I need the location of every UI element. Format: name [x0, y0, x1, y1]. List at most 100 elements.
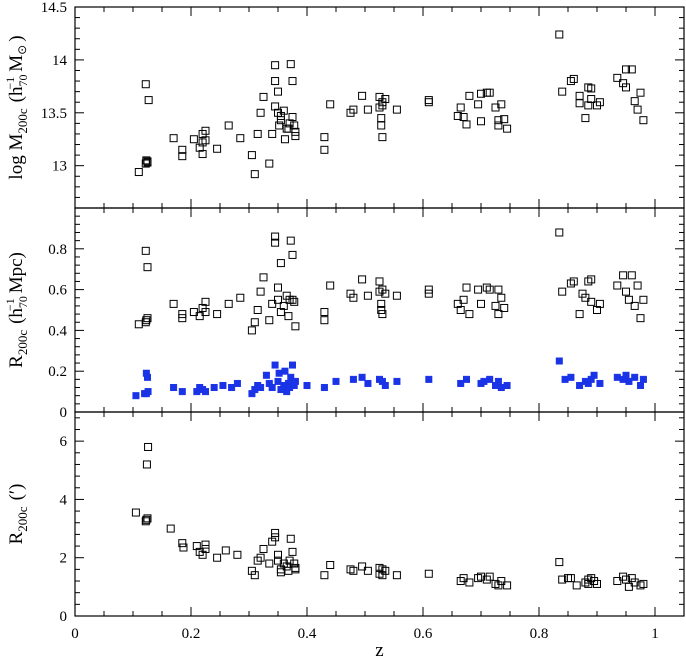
panel-mass: 13 13.5 14 14.5 log M200c (h70−1 M⊙)	[3, 0, 685, 209]
data-point	[213, 310, 222, 319]
data-point-filled	[281, 367, 289, 375]
data-point	[453, 299, 462, 308]
y-tick-label: 0.2	[48, 364, 67, 380]
data-point	[381, 95, 390, 104]
data-point	[271, 533, 280, 542]
data-point	[375, 569, 384, 578]
y-axis-label-part: (h	[6, 308, 27, 324]
data-point-filled	[210, 384, 218, 392]
data-point	[349, 566, 358, 575]
data-point	[290, 121, 299, 130]
data-point	[201, 308, 210, 317]
data-point	[178, 310, 187, 319]
data-point-filled	[637, 381, 644, 389]
data-point	[485, 88, 494, 97]
data-point	[326, 281, 335, 290]
data-point	[259, 92, 268, 101]
data-point	[236, 293, 245, 302]
y-tick-label: 0	[60, 609, 68, 625]
data-point	[459, 295, 468, 304]
data-point	[581, 293, 590, 302]
data-point	[377, 306, 386, 314]
data-point	[141, 517, 150, 526]
data-point-filled	[268, 384, 276, 392]
y-axis-label-part: log M	[6, 134, 27, 180]
data-point	[494, 121, 503, 130]
data-point	[276, 116, 285, 125]
data-point	[619, 79, 628, 88]
data-point	[346, 565, 355, 574]
data-point	[392, 105, 401, 114]
data-point	[282, 291, 291, 300]
y-axis-label-part: Mpc)	[6, 252, 27, 293]
data-point	[378, 310, 387, 319]
data-point	[265, 316, 274, 325]
series-0	[134, 30, 648, 179]
y-tick-label: 14	[52, 53, 68, 69]
data-point	[274, 283, 282, 292]
y-axis-label-part: 70	[16, 296, 30, 308]
y-axis-label-part: R	[6, 531, 27, 544]
data-point-filled	[393, 377, 401, 385]
data-point	[575, 99, 584, 108]
data-point	[256, 553, 265, 562]
data-point	[271, 238, 280, 247]
data-point-filled	[457, 379, 465, 387]
data-point-filled	[503, 381, 511, 389]
data-point	[201, 297, 210, 306]
data-point	[169, 134, 178, 143]
data-point	[224, 299, 233, 308]
data-point	[201, 544, 210, 553]
data-point	[250, 571, 259, 580]
data-point	[381, 289, 390, 298]
data-point	[566, 77, 575, 86]
data-point	[286, 236, 295, 245]
x-tick-label: 0.8	[530, 626, 549, 642]
data-point	[141, 246, 150, 255]
data-point	[566, 574, 575, 583]
y-axis-label-part: )	[6, 35, 27, 41]
data-point	[285, 119, 294, 128]
data-point	[477, 299, 485, 308]
data-point	[555, 228, 564, 237]
data-point	[178, 152, 187, 161]
y-axis-label-part: (h	[6, 86, 27, 102]
data-point	[500, 303, 509, 312]
data-point	[134, 320, 143, 329]
data-point	[555, 558, 564, 567]
data-point	[622, 65, 630, 74]
data-point	[274, 556, 282, 565]
y-tick-label: 0.6	[48, 283, 67, 299]
data-point-filled	[219, 381, 227, 389]
data-point	[627, 574, 636, 583]
data-point-filled	[425, 375, 433, 383]
data-point	[566, 279, 575, 288]
data-point	[630, 301, 639, 310]
data-point	[558, 87, 567, 96]
data-point	[424, 289, 433, 298]
y-tick-label: 13	[52, 159, 67, 175]
data-point	[497, 100, 506, 109]
data-point	[462, 283, 471, 292]
data-point	[144, 96, 153, 105]
data-point-filled	[596, 379, 604, 387]
data-point	[363, 105, 372, 114]
data-point	[630, 578, 639, 587]
data-point	[477, 117, 485, 126]
data-point	[459, 574, 468, 583]
data-point	[363, 566, 372, 575]
y-axis-label-part: ⊙	[15, 45, 29, 55]
data-point	[290, 297, 299, 306]
data-point-filled	[480, 377, 488, 385]
data-point-filled	[178, 388, 186, 396]
data-point	[195, 547, 204, 556]
data-point	[259, 544, 268, 553]
data-point-filled	[132, 392, 140, 400]
data-point-filled	[202, 388, 209, 396]
data-point	[198, 303, 207, 312]
data-point	[213, 144, 222, 153]
data-point	[224, 121, 233, 130]
y-tick-label: 2	[60, 551, 68, 567]
data-point	[477, 572, 485, 581]
